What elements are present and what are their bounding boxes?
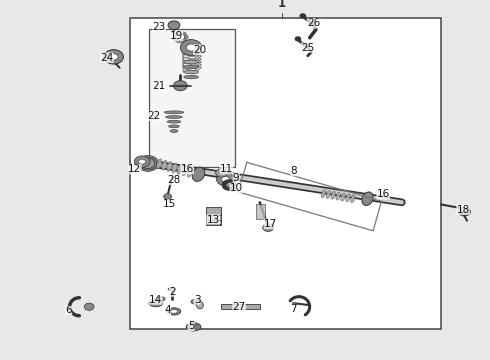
Ellipse shape [350, 195, 355, 203]
Ellipse shape [167, 120, 181, 123]
Text: 18: 18 [456, 204, 470, 215]
Ellipse shape [345, 194, 350, 202]
Ellipse shape [164, 111, 184, 114]
Bar [220, 304, 260, 309]
Ellipse shape [191, 299, 201, 304]
Ellipse shape [187, 167, 193, 177]
Bar [256, 204, 265, 219]
Text: 3: 3 [194, 294, 200, 305]
Text: 1: 1 [278, 0, 286, 10]
Ellipse shape [149, 300, 163, 307]
Circle shape [222, 180, 237, 190]
Ellipse shape [197, 170, 202, 180]
Text: 13: 13 [206, 215, 220, 225]
Text: 19: 19 [170, 31, 183, 41]
Text: 6: 6 [65, 305, 72, 315]
Circle shape [216, 168, 227, 177]
Ellipse shape [186, 323, 201, 331]
Circle shape [176, 34, 185, 40]
Text: 22: 22 [147, 111, 161, 121]
Circle shape [164, 194, 171, 199]
Ellipse shape [168, 288, 175, 291]
Ellipse shape [192, 168, 197, 179]
Ellipse shape [166, 116, 182, 118]
Ellipse shape [156, 297, 165, 301]
Text: 27: 27 [232, 302, 246, 312]
Circle shape [173, 81, 187, 91]
Bar [206, 207, 220, 225]
Circle shape [109, 54, 118, 60]
Polygon shape [173, 31, 188, 43]
Text: 20: 20 [194, 45, 206, 55]
Circle shape [139, 157, 157, 170]
Circle shape [104, 50, 123, 64]
Circle shape [221, 176, 229, 182]
Ellipse shape [157, 159, 162, 169]
Ellipse shape [167, 308, 181, 315]
Circle shape [168, 21, 180, 30]
Text: 9: 9 [233, 173, 240, 183]
Circle shape [217, 173, 234, 186]
Text: 21: 21 [152, 81, 166, 91]
Ellipse shape [184, 70, 198, 74]
Ellipse shape [362, 192, 373, 206]
Text: 10: 10 [230, 183, 243, 193]
Circle shape [186, 44, 196, 51]
Text: 25: 25 [301, 42, 315, 53]
Ellipse shape [184, 60, 198, 64]
Ellipse shape [167, 162, 172, 171]
Text: 24: 24 [100, 53, 114, 63]
Ellipse shape [184, 75, 198, 79]
Text: 11: 11 [220, 164, 233, 174]
Text: 16: 16 [180, 164, 194, 174]
Circle shape [191, 325, 196, 329]
Circle shape [141, 158, 155, 168]
Ellipse shape [169, 125, 179, 128]
Text: 5: 5 [188, 321, 195, 331]
Circle shape [263, 224, 273, 231]
Bar [130, 18, 441, 329]
Ellipse shape [177, 165, 182, 174]
Circle shape [180, 40, 202, 55]
Ellipse shape [321, 190, 326, 198]
Ellipse shape [162, 160, 167, 170]
Circle shape [134, 156, 150, 167]
Ellipse shape [331, 192, 336, 199]
Text: 12: 12 [128, 164, 142, 174]
Ellipse shape [170, 130, 178, 132]
Text: 16: 16 [376, 189, 390, 199]
Circle shape [300, 14, 306, 18]
Text: 8: 8 [291, 166, 297, 176]
Bar [149, 29, 235, 167]
Ellipse shape [184, 65, 198, 69]
Ellipse shape [326, 191, 331, 198]
Circle shape [295, 37, 301, 41]
Text: 7: 7 [290, 304, 296, 314]
Circle shape [137, 156, 159, 171]
Circle shape [84, 303, 94, 310]
Ellipse shape [196, 302, 203, 309]
Text: 17: 17 [264, 219, 277, 229]
Text: 28: 28 [167, 175, 181, 185]
Ellipse shape [189, 325, 198, 329]
Ellipse shape [182, 166, 187, 176]
Text: 4: 4 [164, 305, 171, 315]
Ellipse shape [341, 193, 345, 201]
Ellipse shape [170, 310, 178, 313]
Circle shape [226, 183, 233, 188]
Text: 23: 23 [152, 22, 166, 32]
Ellipse shape [192, 167, 205, 181]
Text: 2: 2 [169, 287, 176, 297]
Ellipse shape [172, 163, 177, 173]
Text: 26: 26 [307, 18, 320, 28]
Circle shape [139, 159, 146, 164]
Ellipse shape [336, 192, 341, 200]
Text: 14: 14 [149, 294, 163, 305]
Text: 15: 15 [162, 199, 176, 210]
Circle shape [459, 207, 470, 216]
